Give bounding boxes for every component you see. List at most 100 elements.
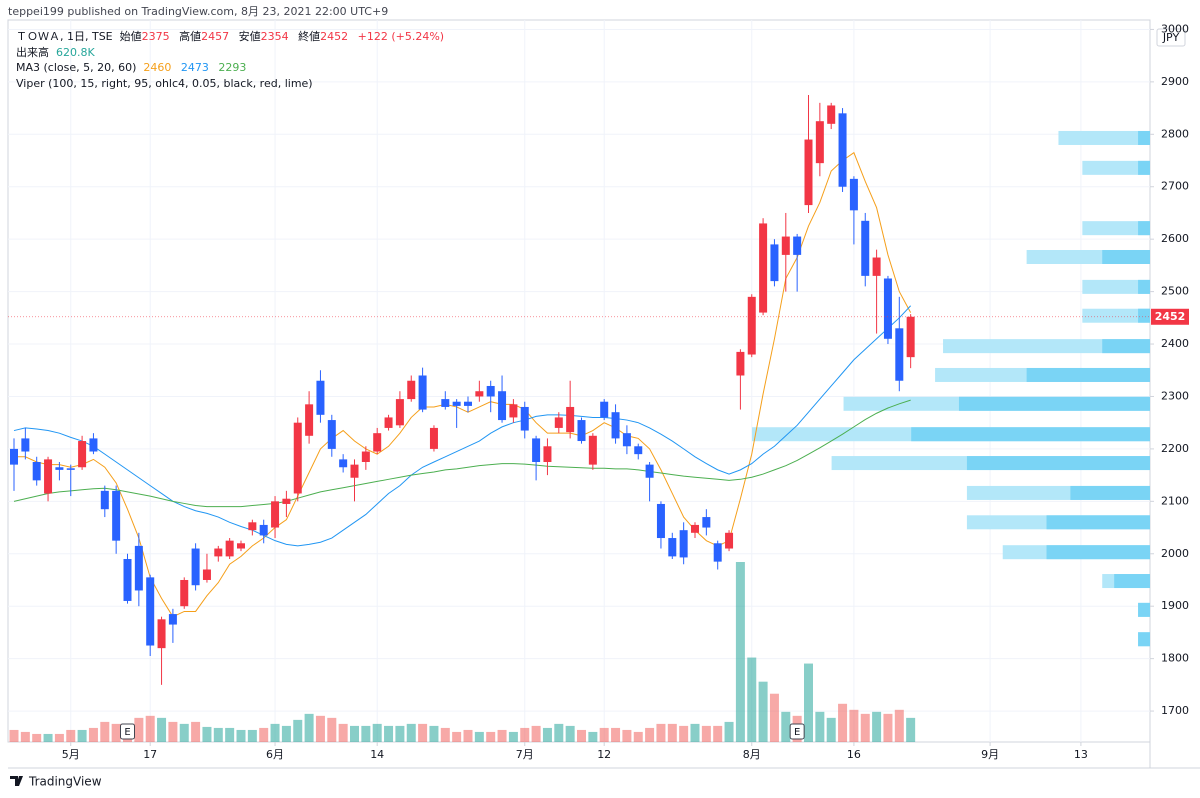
volume-bar bbox=[20, 731, 30, 742]
plot-area bbox=[8, 20, 1150, 742]
candle-body bbox=[100, 490, 109, 510]
candle-body bbox=[611, 412, 620, 439]
volume-bar bbox=[656, 723, 666, 742]
volume-bar bbox=[43, 733, 53, 742]
volume-bar bbox=[134, 717, 144, 742]
profile-bar-dark bbox=[1114, 574, 1150, 589]
candle-body bbox=[441, 399, 450, 407]
candle-body bbox=[180, 579, 189, 607]
volume-bar bbox=[735, 562, 745, 742]
candle-body bbox=[237, 543, 245, 549]
candle-body bbox=[134, 545, 143, 591]
candle-body bbox=[645, 464, 654, 478]
change: +122 (+5.24%) bbox=[357, 30, 445, 43]
volume-bar bbox=[894, 709, 904, 742]
profile-bar-dark bbox=[1102, 339, 1150, 354]
volume-bar bbox=[815, 711, 825, 742]
candle-body bbox=[339, 459, 348, 468]
candle-body bbox=[316, 380, 325, 415]
ma-line bbox=[13, 305, 912, 547]
candle-body bbox=[157, 619, 166, 649]
profile-bar-dark bbox=[958, 396, 1150, 411]
candle-body bbox=[32, 462, 41, 481]
event-label: E bbox=[794, 727, 800, 738]
candle-body bbox=[588, 435, 597, 465]
candle-body bbox=[350, 464, 359, 478]
x-tick-label: 7月 bbox=[516, 748, 534, 761]
close-label: 終値 bbox=[298, 30, 321, 43]
candle-body bbox=[395, 399, 404, 426]
volume-bar bbox=[315, 715, 325, 742]
volume-bar bbox=[384, 725, 394, 742]
candle-body bbox=[373, 433, 382, 452]
volume-bar bbox=[690, 723, 700, 742]
volume-bar bbox=[440, 727, 450, 742]
candle-body bbox=[895, 328, 904, 381]
candle-body bbox=[906, 316, 915, 358]
candle-body bbox=[849, 178, 858, 211]
logo-icon bbox=[10, 776, 23, 786]
volume-bar bbox=[406, 723, 416, 742]
candle-body bbox=[725, 532, 734, 549]
x-tick-label: 5月 bbox=[62, 748, 80, 761]
profile-bar bbox=[1082, 160, 1150, 175]
candle-body bbox=[21, 438, 30, 452]
profile-bar-dark bbox=[1070, 485, 1150, 500]
candle-body bbox=[804, 139, 813, 206]
volume-bar bbox=[724, 721, 734, 742]
volume-bar bbox=[463, 729, 473, 742]
candle-body bbox=[883, 278, 892, 339]
candle-body bbox=[691, 524, 699, 533]
price-label: 2452 bbox=[1155, 310, 1186, 323]
volume-bar bbox=[633, 731, 643, 742]
volume-bar bbox=[713, 725, 723, 742]
candle-body bbox=[554, 417, 563, 428]
candle-body bbox=[622, 433, 631, 447]
candle-body bbox=[259, 524, 268, 536]
candle-body bbox=[872, 257, 881, 276]
event-marker bbox=[120, 723, 135, 740]
candle-body bbox=[781, 236, 790, 255]
volume-bar bbox=[338, 723, 348, 742]
profile-bar-dark bbox=[1138, 308, 1150, 323]
low-value: 2354 bbox=[260, 30, 289, 43]
candle-body bbox=[656, 503, 665, 539]
volume-bar bbox=[508, 731, 518, 742]
x-tick-label: 6月 bbox=[266, 748, 284, 761]
volume-value: 620.8K bbox=[56, 45, 95, 59]
volume-bar bbox=[350, 725, 359, 742]
high-label: 高値 bbox=[179, 30, 202, 43]
ma-value: 2473 bbox=[180, 61, 209, 74]
y-tick-label: 1800 bbox=[1161, 652, 1189, 665]
candle-body bbox=[566, 406, 575, 433]
volume-bar bbox=[872, 711, 882, 742]
candle-body bbox=[55, 467, 64, 470]
volume-bar bbox=[497, 729, 507, 742]
candle-body bbox=[305, 404, 314, 436]
candle-body bbox=[815, 121, 824, 164]
currency-box[interactable] bbox=[1156, 28, 1186, 47]
price-label-box bbox=[1151, 308, 1189, 325]
volume-bar bbox=[66, 729, 76, 742]
volume-bar bbox=[429, 725, 439, 742]
profile-bar-dark bbox=[966, 456, 1150, 471]
volume-bar bbox=[645, 727, 655, 742]
candle-body bbox=[112, 490, 121, 541]
candle-body bbox=[271, 501, 280, 528]
y-tick-label: 2500 bbox=[1161, 285, 1189, 298]
volume-bar bbox=[520, 727, 530, 742]
volume-bar bbox=[213, 727, 223, 742]
profile-bar-dark bbox=[1102, 249, 1150, 264]
volume-bar bbox=[100, 721, 110, 742]
low-label: 安値 bbox=[238, 30, 261, 43]
profile-bar-dark bbox=[911, 427, 1150, 442]
volume-bar bbox=[191, 721, 201, 742]
candle-body bbox=[66, 468, 75, 470]
profile-bar-dark bbox=[1046, 545, 1150, 560]
volume-bar bbox=[77, 729, 87, 742]
candle-body bbox=[225, 540, 234, 557]
profile-bar-dark bbox=[1138, 130, 1150, 145]
y-tick-label: 3000 bbox=[1161, 22, 1189, 35]
volume-bar bbox=[157, 717, 167, 742]
